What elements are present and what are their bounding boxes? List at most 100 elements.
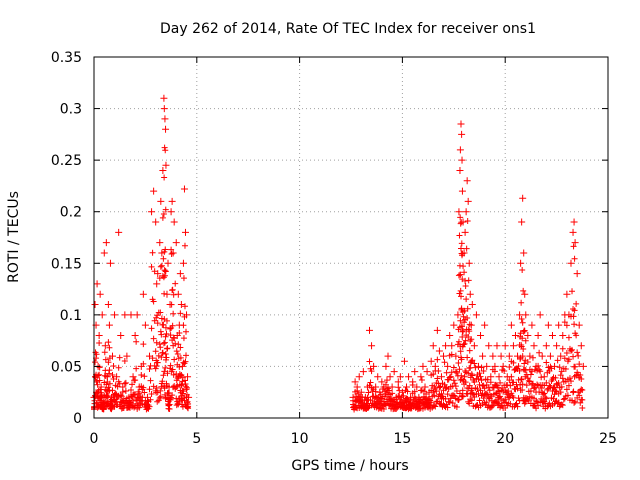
data-point-132 [460,249,468,257]
cloud-point-192-1-0 [570,388,577,395]
data-point-107 [421,383,429,391]
data-point-80 [366,326,374,334]
cloud-point-145-1-2 [480,367,487,374]
cloud-point-41-0-2 [154,320,161,327]
data-point-154 [497,352,505,360]
cloud-point-142-1-1 [474,386,481,393]
cloud-point-37-0-2 [148,263,155,270]
cloud-point-119-0-1 [446,374,453,381]
cloud-point-29-1-2 [133,338,140,345]
cloud-point-148-1-2 [486,387,493,394]
data-point-30 [133,311,141,319]
cloud-point-80-1-1 [367,379,374,386]
cloud-point-49-1-0 [162,350,169,357]
data-point-143 [474,362,482,370]
cloud-point-21-1-1 [116,380,123,387]
cloud-point-42-0-1 [156,341,163,348]
cloud-point-81-0-2 [368,368,375,375]
data-point-126 [456,146,464,154]
cloud-point-118-0-0 [444,404,451,411]
cloud-point-112-1-1 [433,388,440,395]
cloud-point-147-0-1 [483,391,490,398]
cloud-point-51-1-2 [164,345,171,352]
data-point-61 [174,290,182,298]
data-point-60 [173,331,181,339]
cloud-point-118-0-1 [444,391,451,398]
cloud-point-46-0-1 [160,274,167,281]
cloud-point-171-1-1 [527,388,534,395]
data-point-29 [131,331,139,339]
y-tick-label-0: 0 [73,411,82,427]
cloud-point-33-0-0 [140,384,147,391]
cloud-point-185-0-2 [555,379,562,386]
data-point-170 [524,331,532,339]
data-point-120 [448,342,456,350]
cloud-point-43-1-0 [158,383,165,390]
cloud-point-87-1-0 [381,401,388,408]
cloud-point-19-1-0 [112,398,119,405]
cloud-point-179-1-1 [544,386,551,393]
cloud-point-137-1-1 [466,347,473,354]
cloud-point-175-1-1 [536,366,543,373]
data-point-141 [470,342,478,350]
cloud-point-127-0-2 [457,245,464,252]
cloud-point-122-1-2 [453,369,460,376]
data-point-156 [501,342,509,350]
cloud-point-87-0-2 [380,398,387,405]
cloud-point-157-0-2 [504,381,511,388]
cloud-point-36-0-2 [146,366,153,373]
cloud-point-143-1-2 [476,370,483,377]
data-point-165 [518,218,526,226]
scatter-cloud [91,144,586,413]
cloud-point-42-0-0 [156,394,163,401]
data-point-25 [123,352,131,360]
data-point-89 [384,352,392,360]
cloud-point-53-0-2 [166,390,173,397]
cloud-point-14-0-2 [105,339,112,346]
cloud-point-155-1-2 [501,368,508,375]
cloud-point-33-1-2 [141,373,148,380]
data-point-93 [392,393,400,401]
data-point-97 [400,357,408,365]
cloud-point-197-1-0 [579,404,586,411]
cloud-point-135-1-1 [464,305,471,312]
data-point-158 [505,352,513,360]
cloud-point-48-1-1 [162,246,169,253]
cloud-point-156-0-1 [502,396,509,403]
cloud-point-132-1-2 [461,307,468,314]
data-point-190 [565,311,573,319]
cloud-point-122-0-1 [452,383,459,390]
data-point-194 [571,239,579,247]
cloud-point-54-1-1 [167,362,174,369]
cloud-point-175-1-2 [536,349,543,356]
cloud-point-136-0-1 [465,370,472,377]
cloud-point-170-0-1 [524,375,531,382]
cloud-point-157-0-1 [504,391,511,398]
data-point-23 [119,383,127,391]
data-point-5 [95,331,103,339]
cloud-point-48-0-1 [161,339,168,346]
cloud-point-18-1-2 [110,362,117,369]
data-point-45 [159,166,167,174]
cloud-point-179-0-2 [543,359,550,366]
cloud-point-147-1-1 [484,391,491,398]
cloud-point-56-1-0 [169,366,176,373]
cloud-point-162-0-1 [514,385,521,392]
data-point-69 [183,311,191,319]
cloud-point-58-0-2 [171,335,178,342]
data-point-21 [115,228,123,236]
cloud-point-195-1-2 [575,352,582,359]
data-point-44 [158,249,166,257]
cloud-point-36-0-0 [146,403,153,410]
data-point-192 [569,228,577,236]
data-point-100 [407,393,415,401]
data-point-71 [185,393,193,401]
data-point-57 [169,249,177,257]
cloud-point-21-1-2 [116,354,123,361]
cloud-point-40-0-0 [153,384,160,391]
cloud-point-13-1-2 [104,393,111,400]
cloud-point-131-1-2 [460,313,467,320]
cloud-point-166-0-2 [519,319,526,326]
data-point-16 [106,259,114,267]
cloud-point-123-1-1 [455,360,462,367]
